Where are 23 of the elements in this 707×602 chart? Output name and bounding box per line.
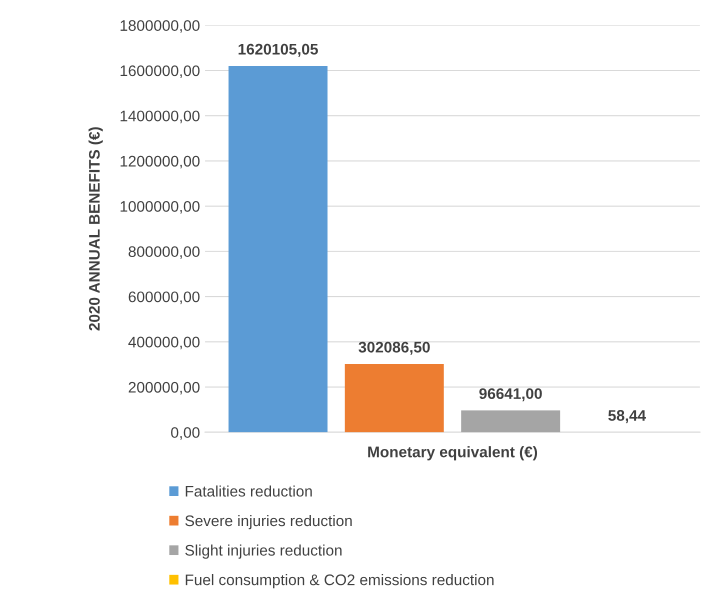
y-tick-label: 400000,00 [128, 336, 200, 350]
y-tick-label: 600000,00 [128, 291, 200, 304]
data-label: 302086,50 [358, 342, 430, 355]
bar [344, 364, 444, 432]
data-label: 96641,00 [479, 388, 542, 402]
y-tick-label: 1800000,00 [120, 20, 200, 33]
y-tick-label: 1000000,00 [120, 201, 200, 214]
y-tick-label: 200000,00 [128, 382, 200, 395]
y-tick-label: 0,00 [171, 427, 200, 440]
legend-label: Slight injuries reduction [185, 544, 342, 559]
data-label: 58,44 [608, 410, 646, 424]
legend-label: Fuel consumption & CO2 emissions reduction [186, 574, 494, 588]
y-axis-title: 2020 ANNUAL BENEFITS (€) [88, 127, 103, 331]
legend-label: Fatalities reduction [186, 485, 312, 497]
legend-label: Severe injuries reduction [185, 514, 352, 530]
y-tick-label: 1400000,00 [120, 110, 200, 124]
bar [228, 66, 328, 432]
y-tick-label: 1200000,00 [120, 156, 200, 168]
x-tick-label: Monetary equivalent (€) [368, 446, 538, 460]
y-tick-label: 800000,00 [128, 246, 200, 259]
data-label: 1620105,05 [238, 44, 318, 57]
bar [461, 410, 560, 432]
y-tick-label: 1600000,00 [120, 65, 200, 78]
